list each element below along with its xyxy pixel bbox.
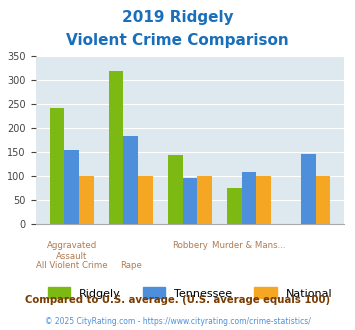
Bar [79, 176, 94, 224]
Bar [124, 136, 138, 224]
Bar [256, 176, 271, 224]
Text: © 2025 CityRating.com - https://www.cityrating.com/crime-statistics/: © 2025 CityRating.com - https://www.city… [45, 317, 310, 326]
Legend: Ridgely, Tennessee, National: Ridgely, Tennessee, National [43, 283, 337, 303]
Text: Compared to U.S. average. (U.S. average equals 100): Compared to U.S. average. (U.S. average … [25, 295, 330, 305]
Text: Rape: Rape [120, 261, 142, 270]
Text: Murder & Mans...: Murder & Mans... [212, 241, 286, 250]
Bar [316, 176, 330, 224]
Bar [197, 176, 212, 224]
Bar [168, 155, 182, 224]
Text: Robbery: Robbery [172, 241, 208, 250]
Bar [301, 154, 316, 224]
Text: All Violent Crime: All Violent Crime [36, 261, 108, 270]
Bar [242, 172, 256, 224]
Bar [182, 178, 197, 224]
Bar [64, 150, 79, 224]
Bar [50, 108, 64, 224]
Text: Aggravated
Assault: Aggravated Assault [47, 241, 97, 261]
Bar [138, 176, 153, 224]
Bar [109, 72, 124, 224]
Bar [227, 188, 242, 224]
Text: Violent Crime Comparison: Violent Crime Comparison [66, 33, 289, 48]
Text: 2019 Ridgely: 2019 Ridgely [122, 10, 233, 25]
